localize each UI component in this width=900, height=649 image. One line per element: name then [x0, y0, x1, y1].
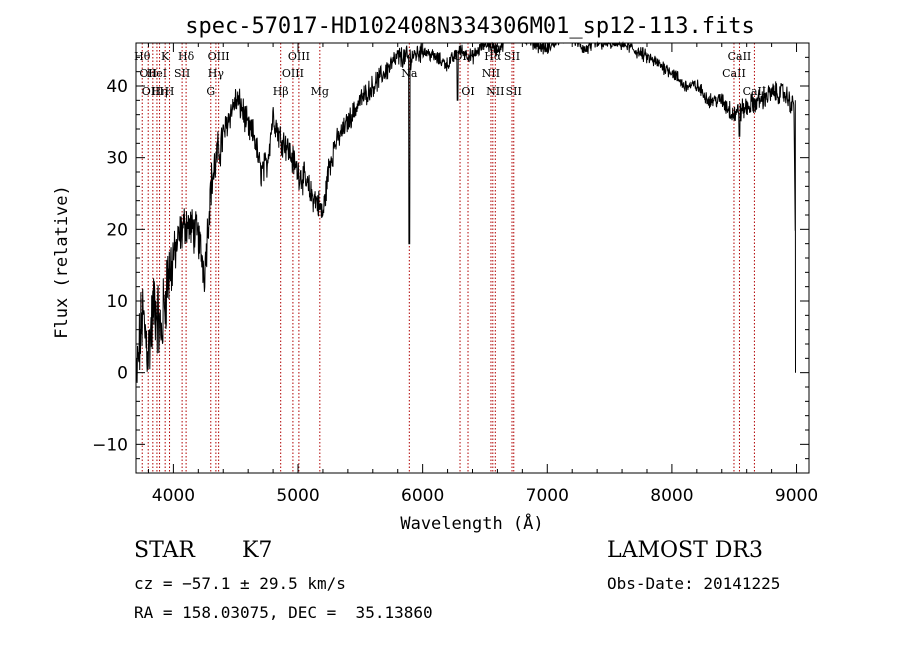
- absorption-line-label: G: [206, 85, 215, 98]
- absorption-line-label: Hα: [484, 50, 502, 63]
- absorption-line-label: Hη: [151, 85, 167, 98]
- y-tick-label: 30: [106, 149, 128, 169]
- absorption-line-label: OIII: [288, 50, 310, 63]
- absorption-line-label: K: [161, 50, 170, 63]
- x-tick-label: 9000: [775, 486, 818, 506]
- y-tick-label: 0: [117, 364, 128, 384]
- x-tick-label: 7000: [526, 486, 569, 506]
- absorption-line-label: Hθ: [134, 50, 151, 63]
- coordinates-text: RA = 158.03075, DEC = 35.13860: [134, 603, 433, 622]
- absorption-line-label: CaII: [728, 50, 752, 63]
- x-axis-label: Wavelength (Å): [400, 512, 543, 534]
- absorption-line-label: CaII: [743, 85, 767, 98]
- obs-date-text: Obs-Date: 20141225: [607, 574, 781, 593]
- spectrum-line: [135, 41, 796, 384]
- y-tick-label: 20: [106, 220, 128, 240]
- absorption-line-label: Mg: [311, 85, 329, 98]
- absorption-line-label: OIII: [282, 67, 304, 80]
- y-axis-label: Flux (relative): [52, 185, 72, 339]
- x-axis: 4000 5000 6000 7000 8000 9000: [147, 43, 818, 506]
- redshift-text: cz = −57.1 ± 29.5 km/s: [134, 574, 346, 593]
- object-class: STAR: [134, 538, 195, 563]
- survey-label: LAMOST DR3: [607, 538, 763, 563]
- absorption-line-label: OI: [461, 85, 474, 98]
- y-axis: −10 0 10 20 30 40: [92, 42, 809, 474]
- absorption-line-label: SII: [506, 85, 522, 98]
- absorption-line-label: NII: [482, 67, 500, 80]
- chart-title: spec-57017-HD102408N334306M01_sp12-113.f…: [185, 14, 755, 39]
- y-tick-label: 10: [106, 292, 128, 312]
- y-tick-label: 40: [106, 77, 128, 97]
- absorption-line-label: Hδ: [178, 50, 195, 63]
- x-tick-label: 5000: [276, 486, 319, 506]
- absorption-line-label: OII: [139, 67, 157, 80]
- x-tick-label: 8000: [650, 486, 693, 506]
- object-subclass: K7: [242, 538, 273, 563]
- absorption-line-label: Hβ: [273, 85, 289, 98]
- absorption-line-label: H: [165, 85, 175, 98]
- absorption-line-label: SII: [174, 67, 190, 80]
- x-tick-label: 6000: [401, 486, 444, 506]
- absorption-line-label: Na: [401, 67, 418, 80]
- spectrum-layer: [135, 41, 796, 384]
- absorption-lines-layer: HθOIIOIIIHηHeIKHSIIHδGHγOIIIHβOIIIOIIIMg…: [134, 43, 766, 473]
- absorption-line-label: OIII: [208, 50, 230, 63]
- x-tick-label: 4000: [152, 486, 195, 506]
- absorption-line-label: HeI: [147, 67, 167, 80]
- absorption-line-label: CaII: [722, 67, 746, 80]
- absorption-line-label: SII: [504, 50, 520, 63]
- absorption-line-label: OIII: [142, 85, 164, 98]
- absorption-line-label: Hγ: [208, 67, 225, 80]
- absorption-line-label: NII: [486, 85, 504, 98]
- y-tick-label: −10: [92, 435, 128, 455]
